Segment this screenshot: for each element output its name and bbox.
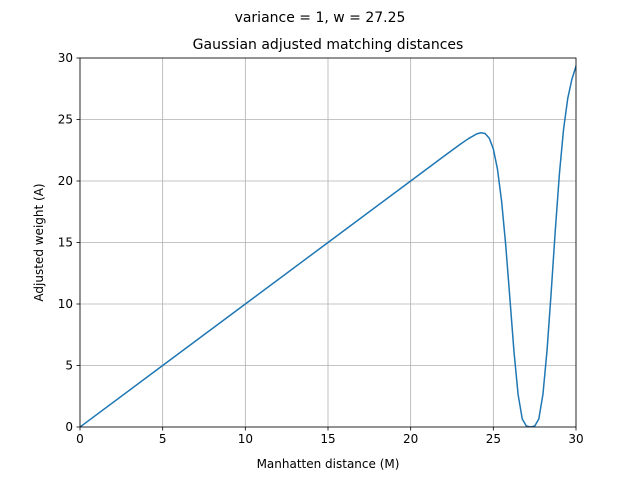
y-tick-label: 20 — [58, 174, 73, 188]
x-tick-label: 15 — [320, 432, 335, 446]
x-tick-label: 5 — [159, 432, 167, 446]
y-axis-label: Adjusted weight (A) — [32, 183, 46, 301]
y-tick-label: 10 — [58, 297, 73, 311]
x-tick-label: 20 — [403, 432, 418, 446]
series-layer — [80, 65, 576, 427]
x-tick-label: 10 — [238, 432, 253, 446]
y-tick-label: 5 — [65, 359, 73, 373]
y-tick-label: 0 — [65, 420, 73, 434]
ticks: 0 5 10 15 20 25 30 0 5 10 15 20 25 30 — [58, 51, 584, 446]
y-tick-label: 30 — [58, 51, 73, 65]
series-line — [80, 65, 576, 427]
x-tick-label: 0 — [76, 432, 84, 446]
x-tick-label: 30 — [568, 432, 583, 446]
chart-title: Gaussian adjusted matching distances — [193, 37, 464, 53]
y-tick-label: 25 — [58, 113, 73, 127]
x-tick-label: 25 — [486, 432, 501, 446]
y-tick-label: 15 — [58, 236, 73, 250]
x-axis-label: Manhatten distance (M) — [257, 457, 400, 471]
chart-suptitle: variance = 1, w = 27.25 — [235, 10, 406, 26]
